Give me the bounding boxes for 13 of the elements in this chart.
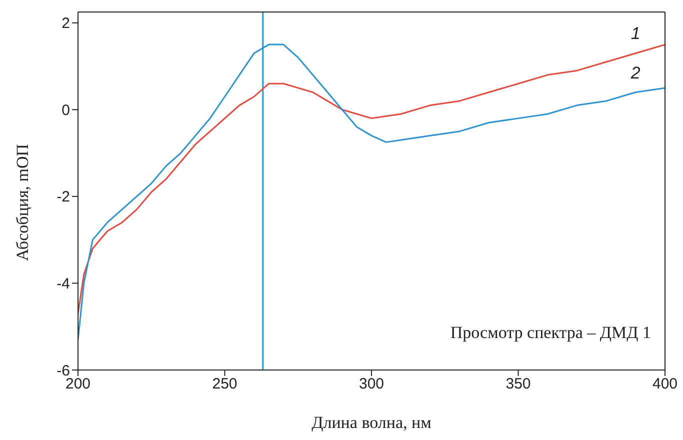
x-tick-label: 400 [652, 376, 678, 393]
x-tick-label: 350 [506, 376, 531, 393]
y-tick-label: -4 [56, 276, 70, 293]
series-label: 2 [630, 63, 641, 82]
y-axis-title: Абсобция, mОП [13, 144, 32, 261]
y-tick-label: -2 [56, 188, 70, 206]
x-axis-title: Длина волна, нм [312, 413, 432, 432]
x-tick-label: 250 [212, 376, 238, 393]
annotation: Просмотр спектра – ДМД 1 [450, 323, 651, 343]
series-label: 1 [630, 24, 640, 44]
x-tick-label: 300 [358, 376, 384, 393]
y-tick-label: 0 [62, 102, 70, 119]
y-tick-label: 2 [62, 15, 70, 32]
